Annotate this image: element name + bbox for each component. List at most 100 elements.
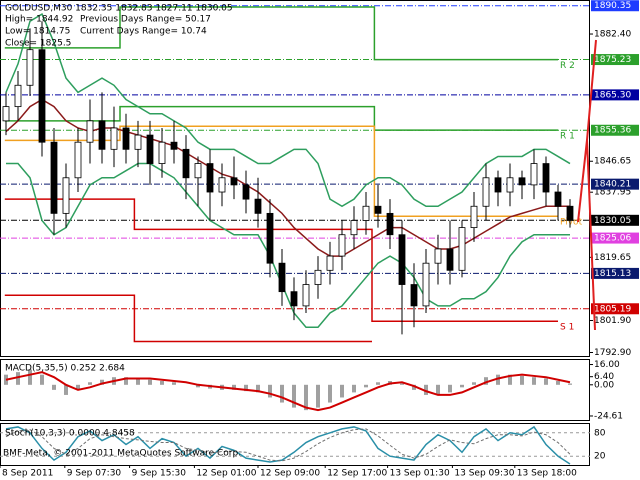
chart-title: GOLDUSD,M30 1832.35 1832.83 1827.11 1830… [5,4,233,14]
candle-body [326,255,334,271]
macd-signal [5,371,571,412]
candle-body [518,177,526,186]
macd-bar [88,382,92,385]
candle-body [494,177,502,193]
macd-bar [76,384,80,390]
candle-body [206,163,214,193]
macd-bar [64,384,68,395]
candle-body [386,212,394,236]
candle-body [2,106,10,122]
macd-bar [148,379,152,385]
x-tick-label: 12 Sep 01:00 [196,469,256,479]
macd-bar [556,381,560,385]
candle-body [62,177,70,214]
macd-bar [424,384,428,395]
macd-bar [568,383,572,385]
candle-body [458,227,466,271]
y-tick-label: 1819.65 [594,253,631,263]
candle-body [434,248,442,264]
macd-tick-label: 0.00 [594,380,614,390]
level-label: 1875.23 [594,55,631,65]
pivot-label: R 1 [560,132,575,142]
macd-bar [364,384,368,388]
level-box [591,303,639,315]
pivot-label: Pivot [560,218,583,228]
candle-body [38,49,46,143]
x-tick-label: 9 Sep 15:30 [132,469,187,479]
stoch-tick-label: 80 [594,428,606,438]
candle-body [338,234,346,257]
macd-bar [484,377,488,385]
indicator-line [5,13,571,208]
candle-body [242,184,250,200]
candle-body [302,284,310,307]
header-prev-range: Previous Days Range= 50.17 [80,15,211,25]
x-tick-label: 12 Sep 17:00 [327,469,387,479]
macd-bar [16,372,20,385]
macd-bar [196,384,200,388]
candle-body [314,269,322,285]
macd-bar [172,382,176,385]
level-box [591,267,639,279]
macd-bar [352,384,356,393]
x-tick-label: 8 Sep 2011 [2,469,53,479]
candle-body [398,234,406,285]
macd-bar [400,383,404,385]
stoch-panel [0,423,590,466]
pivot-line [4,198,558,322]
level-box [591,89,639,101]
candle-body [134,134,142,150]
candle-body [266,212,274,264]
pivot-label: R 2 [560,61,575,71]
level-label: 1825.06 [594,234,631,244]
macd-bar [100,379,104,385]
macd-bar [328,384,332,403]
candle-body [146,134,154,164]
candle-body [74,141,82,179]
candle-body [14,84,22,108]
pivot-line [4,6,558,61]
header-close: Close= 1825.5 [5,39,71,49]
candle-body [554,191,562,207]
candle-body [374,205,382,214]
candle-body [350,220,358,236]
footer: BMF-Meta, © 2001-2011 MetaQuotes Softwar… [3,449,241,459]
macd-bar [244,384,248,392]
candle-body [182,148,190,179]
candle-body [98,120,106,150]
stoch-title: Stoch(10,3,3) 0.0000 4.8458 [5,429,135,439]
candle-body [158,141,166,164]
macd-bar [520,375,524,385]
macd-bar [460,384,464,388]
macd-bar [448,384,452,393]
candle-body [50,141,58,214]
macd-bar [124,377,128,385]
candle-body [254,198,262,214]
macd-tick-label: 6.40 [594,372,614,382]
y-tick-label: 1837.95 [594,188,631,198]
level-label: 1855.36 [594,126,631,136]
x-tick-label: 13 Sep 18:00 [517,469,577,479]
projection-arrow [586,139,596,331]
candle-body [566,205,574,221]
macd-bar [136,378,140,385]
macd-bar [376,382,380,385]
macd-bar [28,369,32,385]
level-box [591,54,639,66]
macd-tick-label: -24.61 [594,411,623,421]
macd-bar [544,378,548,385]
macd-bar [496,374,500,385]
level-label: 1830.05 [594,216,631,226]
x-tick-label: 12 Sep 09:00 [260,469,320,479]
macd-title: MACD(5,35,5) 0.252 2.684 [5,364,125,374]
candle-body [218,177,226,193]
macd-bar [412,384,416,390]
candle-body [278,262,286,293]
candle-body [362,205,370,221]
level-box [591,178,639,190]
macd-bar [436,384,440,395]
level-box [591,124,639,136]
candle-body [230,177,238,186]
header-low: Low= 1814.75 [5,27,70,37]
